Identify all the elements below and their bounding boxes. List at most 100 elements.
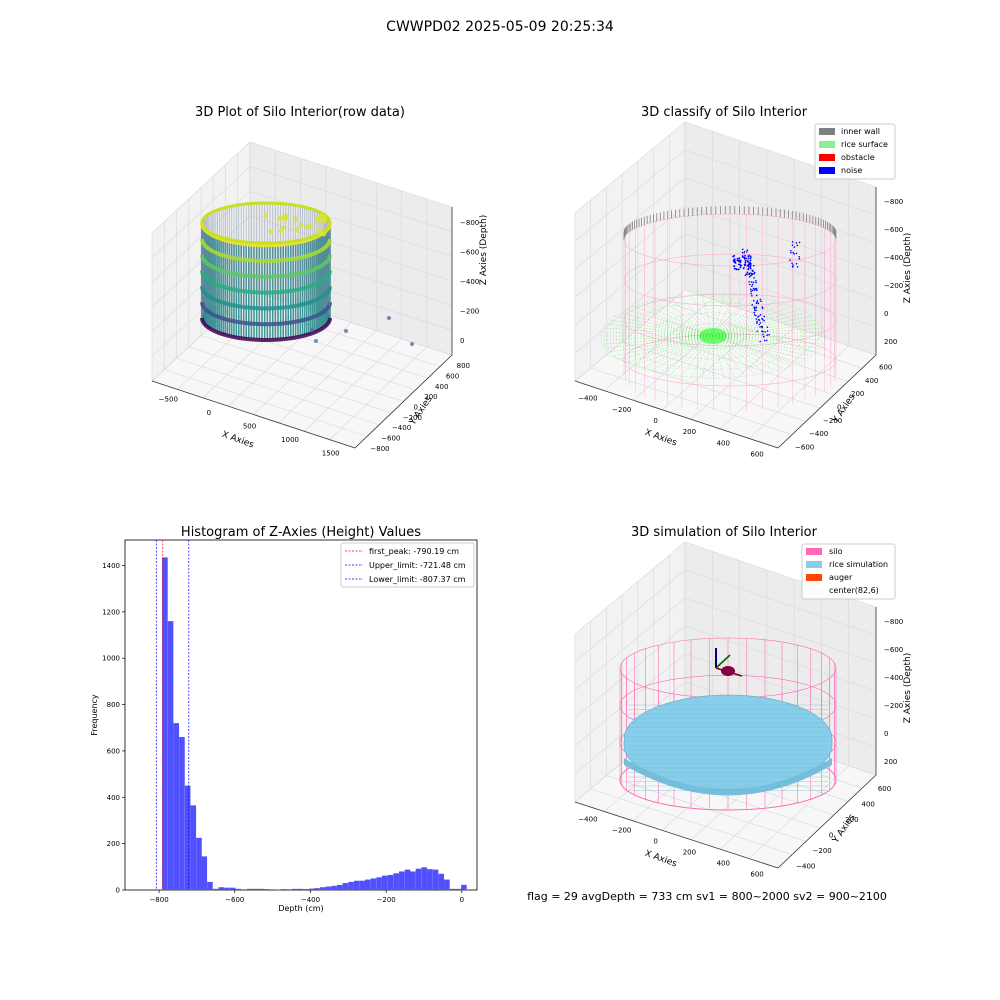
- y-tick-label: 1400: [102, 562, 120, 570]
- wall-ring: [623, 253, 837, 307]
- noise-point: [752, 273, 754, 275]
- noise-point: [790, 251, 792, 254]
- x-tick-label: 200: [683, 849, 696, 857]
- rice-surface-ray: [601, 331, 714, 337]
- rice-surface-ray: [712, 303, 785, 337]
- noise-point: [796, 244, 799, 247]
- noise-point: [749, 259, 752, 262]
- noise-point: [763, 315, 766, 318]
- noise-point: [751, 285, 753, 288]
- status-footer: flag = 29 avgDepth = 733 cm sv1 = 800~20…: [527, 890, 887, 903]
- x-tick-label: 400: [717, 860, 730, 868]
- y-tick-label: 0: [414, 404, 418, 412]
- x-tick-label: 0: [207, 409, 211, 417]
- noise-point: [759, 298, 762, 301]
- x-axis-line: [574, 801, 779, 869]
- histogram-bar: [348, 881, 354, 890]
- rice-surface-ray: [619, 335, 714, 360]
- histogram-bar: [184, 785, 191, 890]
- noise-point: [755, 281, 757, 284]
- histogram-bar: [325, 886, 332, 890]
- noise-point: [733, 267, 736, 270]
- noise-point: [749, 288, 752, 291]
- y-tick-label: 400: [865, 377, 878, 385]
- x-tick-label: 500: [243, 423, 256, 431]
- panel-simulation: 3D simulation of Silo Interior −400 −200 0…: [574, 525, 913, 879]
- noise-point: [750, 290, 752, 293]
- noise-point: [746, 271, 749, 274]
- x-tick-label: 1500: [322, 449, 340, 457]
- noise-point: [755, 318, 758, 320]
- rice-surface-ray: [712, 319, 817, 337]
- histogram-bar: [291, 888, 298, 890]
- noise-point: [744, 257, 746, 260]
- noise-point: [791, 262, 793, 265]
- histogram-bar: [212, 888, 219, 890]
- histogram-bar: [319, 887, 326, 890]
- x-tick-label: 200: [683, 428, 696, 436]
- noise-point: [749, 264, 752, 267]
- histogram-bar: [404, 869, 411, 890]
- panel-classify: 3D classify of Silo Interior −400 −200 0 20…: [574, 105, 913, 458]
- y-tick-label: 600: [878, 785, 891, 793]
- noise-point: [750, 272, 753, 275]
- noise-point: [761, 330, 763, 333]
- legend-swatch-obstacle: [819, 154, 835, 161]
- rice-surface-ray: [712, 294, 725, 337]
- z-tick-label: −800: [884, 198, 903, 206]
- noise-point: [765, 339, 768, 342]
- noise-point: [745, 257, 748, 260]
- y-tick-label: 200: [851, 390, 864, 398]
- rice-surface-ray: [626, 309, 714, 337]
- legend-swatch-silo: [806, 548, 822, 555]
- noise-point: [751, 295, 753, 297]
- noise-point: [795, 263, 798, 265]
- y-tick-label: −800: [370, 445, 389, 453]
- x-tick-label: 0: [653, 417, 657, 425]
- histogram-bar: [218, 887, 225, 890]
- noise-point: [759, 340, 761, 343]
- noise-point: [735, 267, 737, 270]
- panel4-ylabel: Y Axies: [831, 812, 858, 846]
- noise-point: [751, 274, 753, 276]
- noise-point: [791, 241, 794, 243]
- histogram-bar: [207, 881, 213, 890]
- legend-silo: silo: [829, 547, 843, 556]
- histogram-bar: [427, 869, 433, 890]
- histogram-bar: [162, 557, 168, 890]
- z-tick-label: −600: [884, 646, 903, 654]
- histogram-threshold-lines: [155, 540, 190, 890]
- panel2-ticks: −400−2000200400600−600−400−2000200400600…: [578, 198, 903, 458]
- y-tick-label: −400: [392, 424, 411, 432]
- rice-surface-ray: [609, 319, 714, 337]
- noise-point: [759, 326, 761, 328]
- rice-surface-ray: [712, 306, 793, 337]
- noise-point: [753, 307, 756, 310]
- histogram-bar: [224, 887, 230, 890]
- z-tick-label: 200: [884, 338, 897, 346]
- noise-point: [743, 267, 745, 269]
- rice-surface-ray: [712, 335, 725, 378]
- histogram-bar: [331, 885, 337, 890]
- auger-body: [721, 666, 735, 676]
- noise-point: [755, 287, 757, 290]
- noise-point: [755, 279, 757, 282]
- noise-point: [736, 259, 739, 262]
- histogram-bar: [353, 880, 360, 890]
- x-tick-label: −200: [612, 827, 631, 835]
- noise-point: [743, 250, 746, 253]
- rice-surface-ray: [712, 335, 817, 353]
- histogram-bar: [342, 883, 349, 890]
- x-tick-label: −800: [149, 896, 168, 904]
- legend-noise: noise: [841, 166, 862, 175]
- histogram-bar: [314, 888, 320, 890]
- y-tick-label: −200: [823, 417, 842, 425]
- y-tick-label: −600: [795, 443, 814, 451]
- rice-surface-ray: [712, 331, 825, 337]
- x-tick-label: 400: [717, 439, 730, 447]
- histogram-ylabel: Frequency: [90, 694, 99, 736]
- z-tick-label: 200: [884, 758, 897, 766]
- histogram-bar: [444, 879, 450, 890]
- histogram-bar: [461, 884, 467, 890]
- z-tick-label: 0: [884, 730, 888, 738]
